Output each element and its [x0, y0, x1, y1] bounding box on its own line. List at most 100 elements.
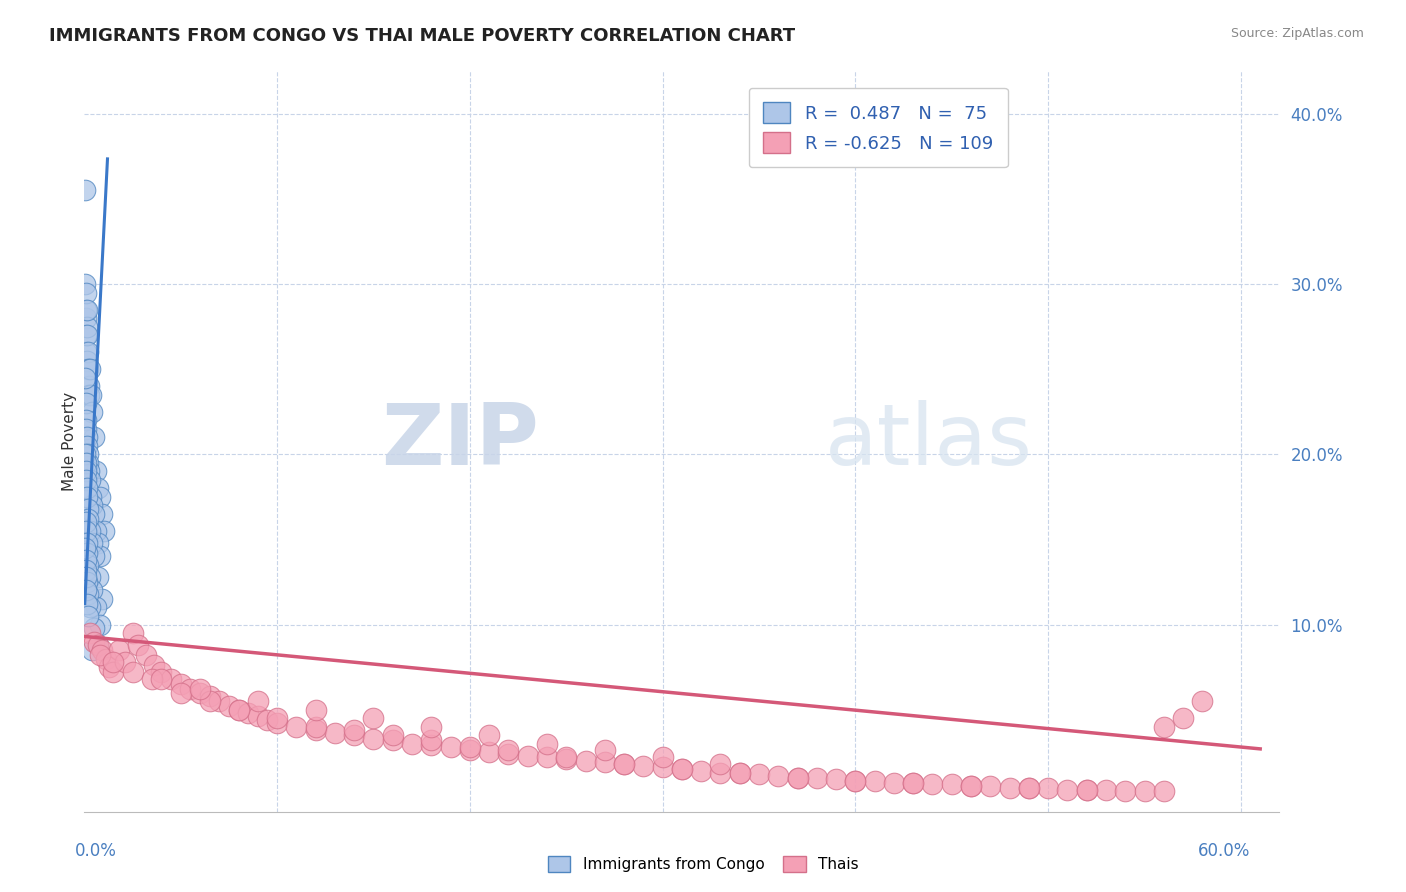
Point — [671, 762, 693, 776]
Point — [1114, 784, 1136, 798]
Point — [613, 757, 636, 772]
Point — [77, 456, 100, 470]
Point — [76, 439, 98, 453]
Text: 0.0%: 0.0% — [75, 842, 117, 861]
Point — [903, 776, 925, 790]
Point — [76, 490, 98, 504]
Point — [883, 776, 905, 790]
Point — [121, 626, 143, 640]
Point — [75, 328, 97, 343]
Point — [150, 665, 173, 680]
Point — [79, 362, 101, 376]
Point — [555, 750, 578, 764]
Point — [198, 689, 221, 703]
Point — [1018, 780, 1040, 795]
Point — [160, 672, 183, 686]
Point — [748, 767, 770, 781]
Point — [941, 777, 963, 791]
Point — [728, 765, 751, 780]
Point — [83, 507, 105, 521]
Point — [198, 694, 221, 708]
Point — [1036, 780, 1059, 795]
Point — [170, 685, 193, 699]
Point — [266, 716, 288, 731]
Point — [141, 672, 163, 686]
Point — [179, 682, 201, 697]
Point — [87, 638, 110, 652]
Point — [76, 546, 98, 560]
Point — [76, 447, 98, 461]
Point — [651, 750, 673, 764]
Point — [728, 765, 751, 780]
Point — [709, 757, 731, 772]
Point — [516, 748, 538, 763]
Point — [998, 780, 1021, 795]
Point — [709, 765, 731, 780]
Point — [75, 311, 97, 326]
Point — [1076, 782, 1098, 797]
Point — [75, 464, 97, 478]
Point — [75, 285, 97, 300]
Point — [690, 764, 713, 778]
Legend: Immigrants from Congo, Thais: Immigrants from Congo, Thais — [540, 848, 866, 880]
Text: atlas: atlas — [825, 400, 1033, 483]
Point — [90, 507, 112, 521]
Point — [844, 774, 866, 789]
Point — [979, 779, 1001, 793]
Point — [305, 703, 328, 717]
Point — [1056, 782, 1078, 797]
Point — [75, 563, 97, 577]
Point — [960, 779, 983, 793]
Point — [75, 473, 97, 487]
Point — [89, 648, 111, 662]
Point — [76, 302, 98, 317]
Point — [75, 553, 97, 567]
Point — [77, 587, 100, 601]
Point — [77, 512, 100, 526]
Point — [76, 353, 98, 368]
Point — [420, 739, 443, 753]
Point — [305, 720, 328, 734]
Point — [75, 541, 97, 555]
Y-axis label: Male Poverty: Male Poverty — [62, 392, 77, 491]
Point — [593, 743, 616, 757]
Point — [1153, 784, 1175, 798]
Point — [593, 756, 616, 770]
Point — [218, 699, 240, 714]
Point — [1171, 711, 1194, 725]
Point — [238, 706, 260, 720]
Text: 60.0%: 60.0% — [1198, 842, 1250, 861]
Point — [228, 703, 250, 717]
Point — [806, 771, 828, 785]
Point — [921, 777, 943, 791]
Point — [87, 638, 110, 652]
Point — [89, 617, 111, 632]
Point — [76, 430, 98, 444]
Point — [536, 737, 558, 751]
Point — [903, 776, 925, 790]
Point — [574, 754, 596, 768]
Text: IMMIGRANTS FROM CONGO VS THAI MALE POVERTY CORRELATION CHART: IMMIGRANTS FROM CONGO VS THAI MALE POVER… — [49, 27, 796, 45]
Point — [84, 524, 107, 538]
Point — [77, 609, 100, 624]
Point — [458, 743, 481, 757]
Point — [75, 570, 97, 584]
Point — [89, 549, 111, 564]
Point — [75, 456, 97, 470]
Point — [76, 536, 98, 550]
Point — [246, 694, 269, 708]
Point — [188, 685, 211, 699]
Point — [76, 481, 98, 495]
Point — [83, 549, 105, 564]
Point — [75, 396, 97, 410]
Point — [114, 655, 136, 669]
Point — [98, 660, 121, 674]
Point — [103, 655, 125, 669]
Point — [76, 319, 98, 334]
Point — [93, 524, 115, 538]
Point — [246, 709, 269, 723]
Point — [786, 771, 808, 785]
Point — [80, 388, 103, 402]
Point — [420, 720, 443, 734]
Point — [671, 762, 693, 776]
